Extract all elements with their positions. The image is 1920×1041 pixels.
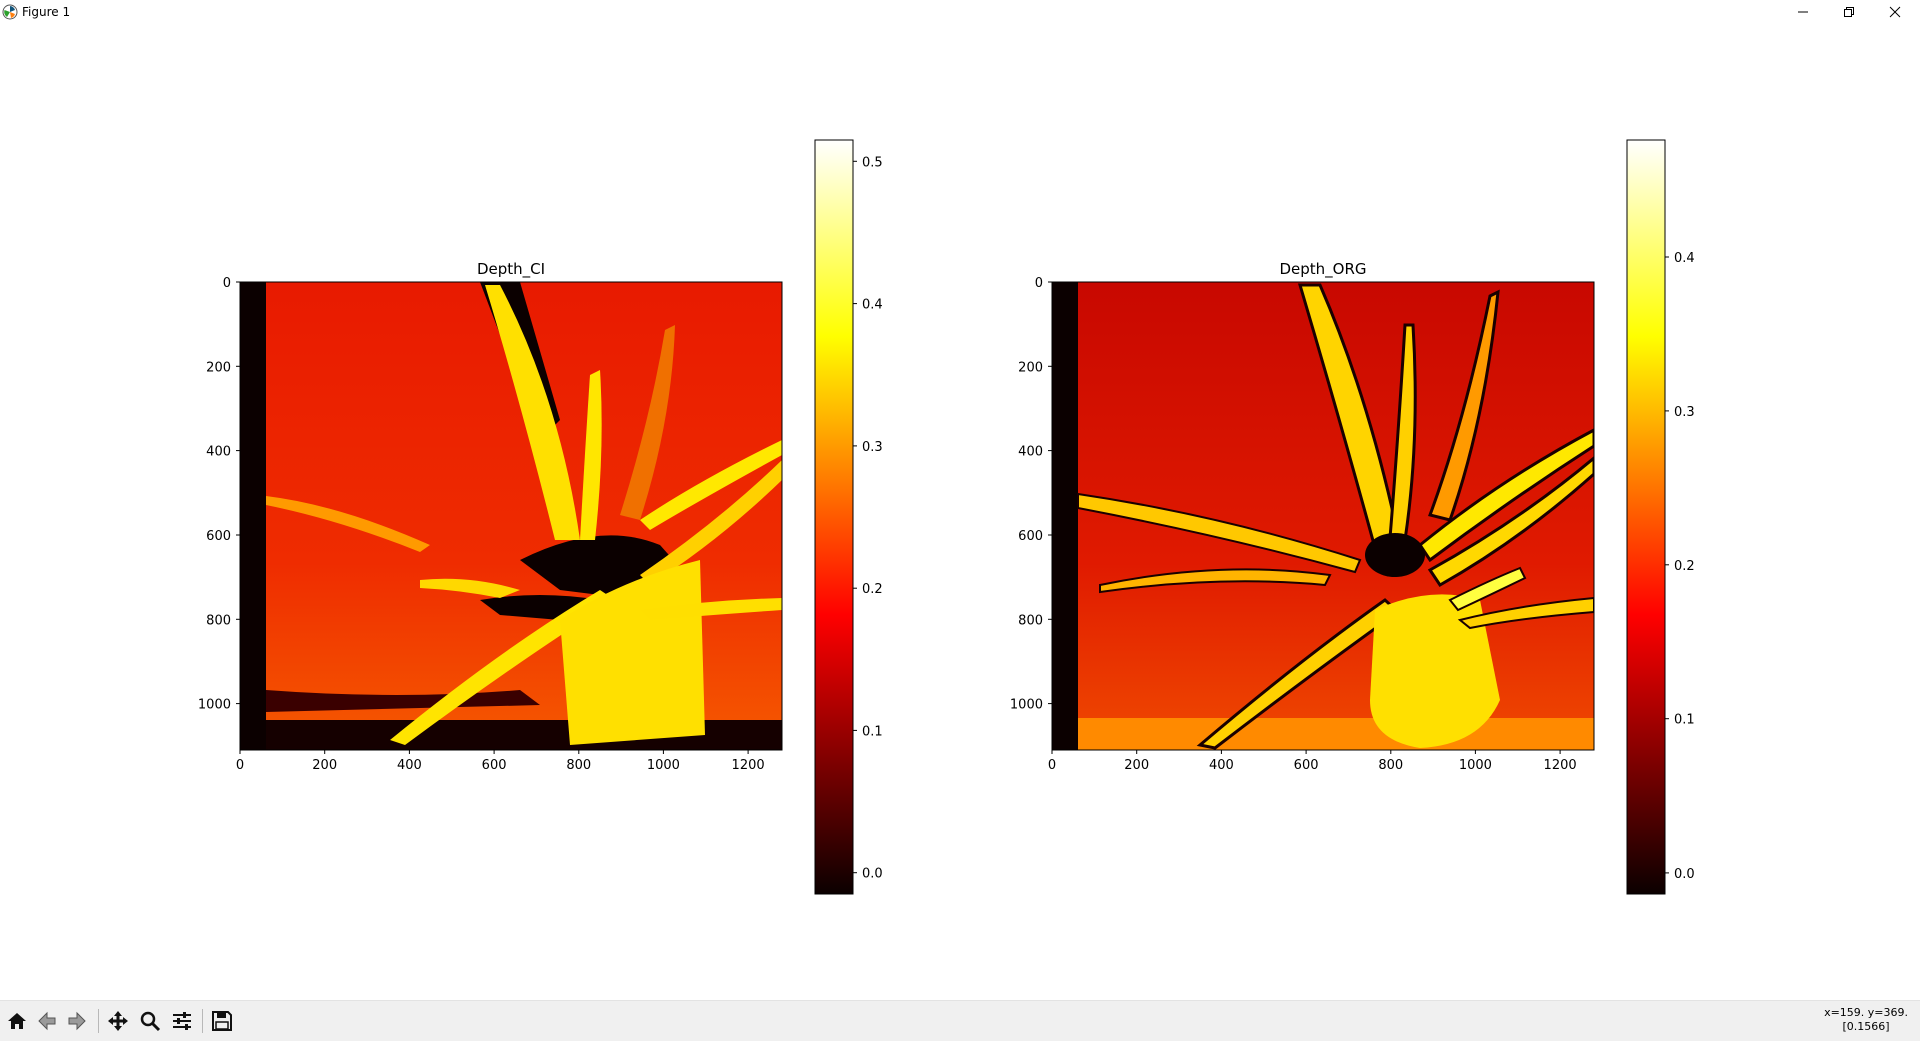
depth-org-x-tick-label: 600 xyxy=(1294,758,1319,773)
depth-ci-y-tick-label: 200 xyxy=(206,360,231,375)
navigation-toolbar: x=159. y=369. [0.1566] xyxy=(0,1000,1920,1041)
depth-ci-colorbar-tick: 0.4 xyxy=(862,298,883,313)
depth-org-y-ticks: 0 200 400 600 800 1000 xyxy=(1010,276,1052,713)
depth-org-title: Depth_ORG xyxy=(1279,260,1366,279)
depth-org-y-tick-label: 800 xyxy=(1018,613,1043,628)
home-button[interactable] xyxy=(3,1007,31,1035)
minimize-button[interactable] xyxy=(1780,0,1826,24)
home-icon xyxy=(8,1013,26,1029)
depth-ci-colorbar: 0.0 0.1 0.2 0.3 0.4 0.5 xyxy=(814,139,883,895)
depth-org-x-tick-label: 1000 xyxy=(1459,758,1492,773)
depth-ci-title: Depth_CI xyxy=(477,260,545,279)
depth-org-colorbar-tick: 0.2 xyxy=(1674,559,1695,574)
depth-org-x-tick-label: 800 xyxy=(1378,758,1403,773)
depth-org-x-ticks: 0 200 400 600 800 1000 1200 xyxy=(1048,750,1577,773)
depth-ci-colorbar-tick: 0.3 xyxy=(862,440,883,455)
depth-ci-y-tick-label: 1000 xyxy=(198,698,231,713)
depth-org-colorbar-tick: 0.4 xyxy=(1674,251,1695,266)
depth-ci-x-tick-label: 600 xyxy=(482,758,507,773)
depth-org-y-tick-label: 600 xyxy=(1018,529,1043,544)
depth-ci-x-ticks: 0 200 400 600 800 1000 1200 xyxy=(236,750,765,773)
depth-org-x-tick-label: 0 xyxy=(1048,758,1056,773)
depth-org-colorbar-tick: 0.3 xyxy=(1674,405,1695,420)
forward-button[interactable] xyxy=(63,1007,91,1035)
zoom-magnifier-icon xyxy=(140,1011,161,1032)
depth-org-colorbar-tick: 0.0 xyxy=(1674,867,1695,882)
depth-ci-x-tick-label: 800 xyxy=(566,758,591,773)
cursor-coordinates: x=159. y=369. [0.1566] xyxy=(1824,1006,1908,1034)
depth-org-axes-frame xyxy=(1051,281,1595,751)
depth-org-x-tick-label: 200 xyxy=(1124,758,1149,773)
depth-org-y-tick-label: 1000 xyxy=(1010,698,1043,713)
depth-org-colorbar-tick: 0.1 xyxy=(1674,713,1695,728)
depth-ci-y-tick-label: 800 xyxy=(206,613,231,628)
depth-org-y-tick-label: 400 xyxy=(1018,445,1043,460)
depth-ci-colorbar-tick: 0.5 xyxy=(862,155,883,170)
depth-ci-y-tick-label: 0 xyxy=(223,276,231,291)
depth-org-y-tick-label: 200 xyxy=(1018,360,1043,375)
window-title: Figure 1 xyxy=(22,5,71,19)
toolbar-separator xyxy=(98,1009,99,1033)
depth-ci-y-ticks: 0 200 400 600 800 1000 xyxy=(198,276,240,713)
close-icon xyxy=(1889,6,1901,18)
save-button[interactable] xyxy=(208,1007,236,1035)
figure-canvas[interactable]: Depth_CI 0 200 400 600 800 1000 1200 0 2… xyxy=(0,24,1920,1000)
back-button[interactable] xyxy=(33,1007,61,1035)
save-floppy-icon xyxy=(212,1011,232,1031)
depth-ci-x-tick-label: 400 xyxy=(397,758,422,773)
restore-icon xyxy=(1844,7,1854,17)
depth-ci-y-tick-label: 400 xyxy=(206,445,231,460)
minimize-icon xyxy=(1798,11,1808,13)
close-button[interactable] xyxy=(1872,0,1918,24)
depth-ci-x-tick-label: 200 xyxy=(312,758,337,773)
cursor-coordinates-value: [0.1566] xyxy=(1842,1020,1890,1033)
depth-ci-x-tick-label: 1200 xyxy=(732,758,765,773)
pan-button[interactable] xyxy=(104,1007,132,1035)
depth-ci-colorbar-tick: 0.0 xyxy=(862,867,883,882)
depth-ci-x-tick-label: 0 xyxy=(236,758,244,773)
depth-ci-axes-frame xyxy=(239,281,783,751)
depth-ci-y-tick-label: 600 xyxy=(206,529,231,544)
toolbar-separator xyxy=(202,1009,203,1033)
pan-move-icon xyxy=(108,1011,128,1031)
zoom-button[interactable] xyxy=(136,1007,164,1035)
depth-ci-colorbar-tick: 0.1 xyxy=(862,724,883,739)
depth-org-x-tick-label: 1200 xyxy=(1544,758,1577,773)
depth-org-x-tick-label: 400 xyxy=(1209,758,1234,773)
depth-ci-x-tick-label: 1000 xyxy=(647,758,680,773)
configure-subplots-icon xyxy=(173,1012,191,1030)
figure-svg: Depth_CI 0 200 400 600 800 1000 1200 0 2… xyxy=(198,139,1695,895)
restore-button[interactable] xyxy=(1826,0,1872,24)
depth-org-y-tick-label: 0 xyxy=(1035,276,1043,291)
depth-org-colorbar: 0.0 0.1 0.2 0.3 0.4 xyxy=(1626,139,1695,895)
back-arrow-icon xyxy=(38,1011,56,1031)
cursor-coordinates-xy: x=159. y=369. xyxy=(1824,1006,1908,1019)
depth-ci-colorbar-tick: 0.2 xyxy=(862,582,883,597)
forward-arrow-icon xyxy=(68,1011,86,1031)
depth-ci-image xyxy=(240,282,782,750)
configure-subplots-button[interactable] xyxy=(168,1007,196,1035)
depth-org-image xyxy=(1052,282,1594,750)
window-titlebar: Figure 1 xyxy=(0,0,1920,24)
matplotlib-logo-icon xyxy=(2,4,18,20)
